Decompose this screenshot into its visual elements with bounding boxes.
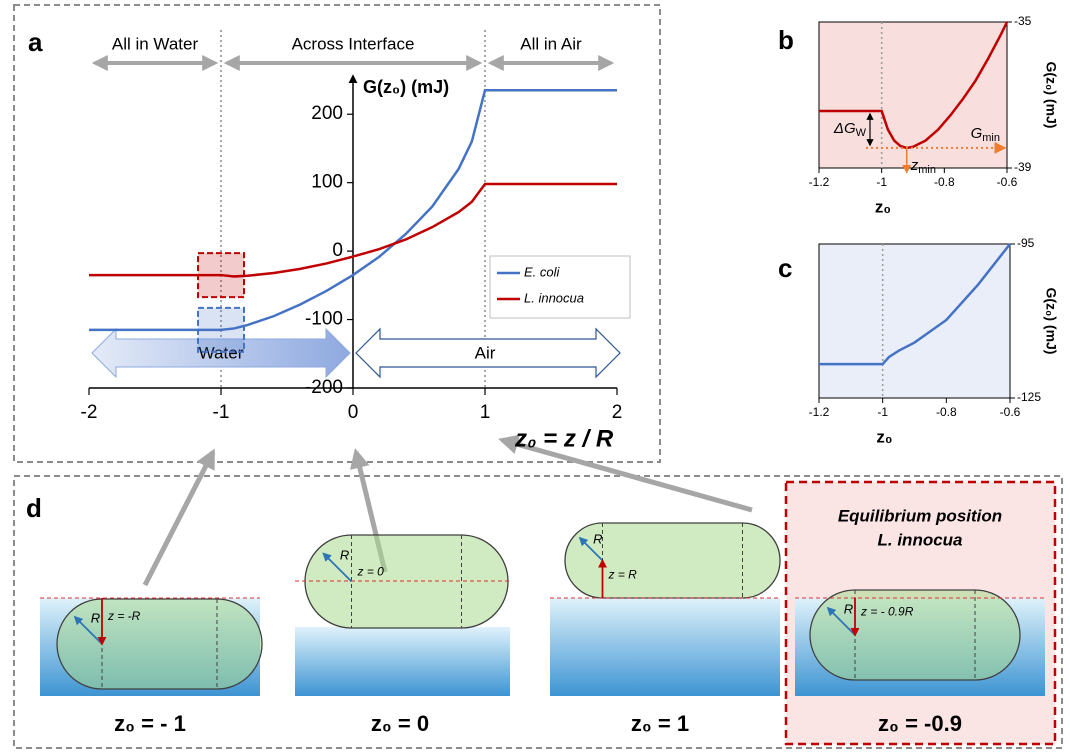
panel-label: d [26,493,42,523]
panel-label: a [28,27,43,57]
x-tick-label: -1.2 [809,175,830,189]
plot-background [818,21,1008,169]
panel-label: b [778,25,794,55]
height-label: z = -R [107,609,141,623]
y-tick-label: 100 [311,172,343,193]
x-tick-label: -0.8 [934,175,955,189]
y-axis-label: G(z₀) (mJ) [1043,288,1059,355]
y-tick-label: 200 [311,103,343,124]
annotation: Gmin [971,125,1000,144]
water-arrow [91,327,351,379]
y-tick-label: -200 [305,377,343,398]
x-tick-label: -1 [877,405,888,419]
y-axis-label: G(z₀) (mJ) [1043,62,1059,129]
radius-arrow [322,552,353,583]
annotation: ΔGW [833,120,867,139]
line-series [819,243,1011,366]
line-series [89,89,617,332]
line-series [89,182,617,278]
y-tick-label: -95 [1017,236,1035,250]
case-label: z₀ = 1 [631,711,689,736]
panel-label: c [778,253,792,283]
line-series [819,21,1009,150]
x-tick-label: -2 [81,402,98,423]
x-axis-label: z₀ [876,427,892,446]
panel-a-border [13,4,661,463]
annotation-sub: W [856,127,867,139]
x-axis-label: z₀ [875,197,891,216]
equilibrium-title: L. innocua [878,530,963,549]
air-arrow [355,327,621,379]
y-axis-label: G(z₀) (mJ) [363,77,449,97]
region-label: All in Water [112,34,199,53]
x-tick-label: -1 [876,175,887,189]
x-tick-label: -1 [213,402,230,423]
annotation-main: z [910,157,919,174]
phase-label: Air [475,343,496,362]
equilibrium-title: Equilibrium position [838,506,1002,525]
annotation-main: ΔG [833,120,856,137]
annotation-sub: min [918,164,936,176]
y-tick-label: -39 [1014,160,1032,174]
x-tick-label: -0.6 [997,175,1018,189]
water [295,627,510,696]
panel-d-border [13,475,1063,749]
x-tick-label: 1 [480,402,491,423]
x-tick-label: 2 [612,402,623,423]
annotation-sub: min [982,132,1000,144]
bacterium [809,589,1021,681]
radius-arrow [578,536,604,562]
y-tick-label: -125 [1017,390,1041,404]
legend-label: L. innocua [524,290,584,305]
radius-label: R [844,602,853,617]
y-tick-label: -100 [305,309,343,330]
x-tick-label: -0.8 [936,405,957,419]
y-tick-label: 0 [332,240,343,261]
pointer-arrow [142,448,216,587]
x-tick-label: -0.6 [1000,405,1021,419]
phase-label: Water [199,343,244,362]
legend-label: E. coli [524,264,561,279]
height-label: z = R [608,567,638,581]
y-tick-label: -35 [1014,14,1032,28]
region-label: Across Interface [292,34,415,53]
case-label: z₀ = -0.9 [878,711,962,736]
bacterium [56,598,263,690]
height-label: z = - 0.9R [860,605,914,619]
x-tick-label: 0 [348,402,359,423]
pointer-arrow [498,434,753,513]
annotation-main: G [971,125,983,142]
water [550,598,780,696]
radius-label: R [91,611,100,626]
legend-box [489,255,631,319]
region-label: All in Air [520,34,582,53]
x-tick-label: -1.2 [809,405,830,419]
x-axis-label: z₀ = z / R [514,425,614,452]
annotation: zmin [910,157,936,176]
plot-background [818,243,1011,399]
radius-label: R [340,547,349,562]
radius-label: R [593,531,602,546]
case-label: z₀ = - 1 [114,711,186,736]
case-label: z₀ = 0 [371,711,429,736]
height-label: z = 0 [357,564,385,578]
